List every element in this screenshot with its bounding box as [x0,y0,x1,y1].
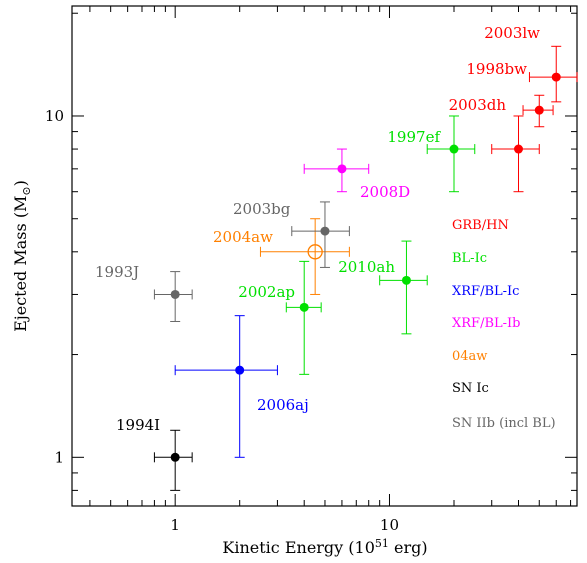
point-marker [534,105,544,115]
x-axis-title-sup: 51 [375,537,389,550]
legend: GRB/HN BL-Ic XRF/BL-Ic XRF/BL-Ib 04aw SN Ic SN… [452,218,556,431]
data-point-1997ef: 1997ef [387,115,476,193]
y-tick-label: 1 [54,448,64,466]
point-marker [513,144,523,154]
point-marker [449,144,459,154]
data-point-2003lw: 2003lw [484,24,578,103]
data-point-1998bw: 1998bw [466,60,554,128]
x-tick-label: 10 [380,516,399,534]
y-axis-title-sub: ⊙ [20,186,33,195]
legend-entry: SN IIb (incl BL) [452,416,556,431]
point-label: 2010ah [338,258,395,276]
point-label: 2004aw [213,228,273,246]
tick-labels: 1 10 1 10 [45,107,399,534]
y-axis-title: Ejected Mass (M⊙) [11,180,33,332]
y-axis-title-tail: ) [11,180,30,186]
y-tick-label: 10 [45,107,64,125]
data-point-2008D: 2008D [303,148,410,201]
data-point-2002ap: 2002ap [238,260,322,375]
point-marker [299,302,309,312]
data-points: 2003lw 1998bw 2003dh 1997ef 2010ah 2002ap 2006… [95,24,578,491]
data-point-1993J: 1993J [95,263,193,322]
point-label: 2008D [360,183,410,201]
data-point-2010ah: 2010ah [338,240,428,335]
x-axis-title-main: Kinetic Energy (10 [222,538,375,557]
data-point-2004aw: 2004aw [213,218,350,295]
point-marker [307,244,323,260]
legend-entry: XRF/BL-Ic [452,284,519,299]
point-marker [337,164,347,174]
point-marker [235,365,245,375]
data-point-2006aj: 2006aj [174,315,309,458]
point-label: 1994I [116,416,160,434]
legend-entry: XRF/BL-Ib [452,316,520,331]
point-label: 2003bg [233,200,291,218]
legend-entry: GRB/HN [452,218,509,233]
point-label: 2003dh [449,96,507,114]
x-axis-title-tail: erg) [389,538,428,557]
point-marker [170,452,180,462]
point-marker [170,289,180,299]
y-axis-title-main: Ejected Mass (M [11,196,30,332]
axis-ticks [72,6,577,506]
point-marker [401,275,411,285]
data-point-2003bg: 2003bg [233,200,350,268]
data-point-2003dh: 2003dh [449,96,540,193]
point-marker [320,226,330,236]
data-point-1994I: 1994I [116,416,193,491]
point-label: 1998bw [466,60,527,78]
x-tick-label: 1 [170,516,180,534]
point-label: 2003lw [484,24,540,42]
legend-entry: SN Ic [452,381,489,396]
legend-entry: 04aw [452,349,487,364]
point-label: 2002ap [238,283,295,301]
point-marker [551,72,561,82]
x-axis-title: Kinetic Energy (1051 erg) [222,537,427,557]
point-label: 2006aj [257,396,309,414]
point-label: 1993J [95,263,139,281]
point-label: 1997ef [387,128,441,146]
legend-entry: BL-Ic [452,251,487,266]
